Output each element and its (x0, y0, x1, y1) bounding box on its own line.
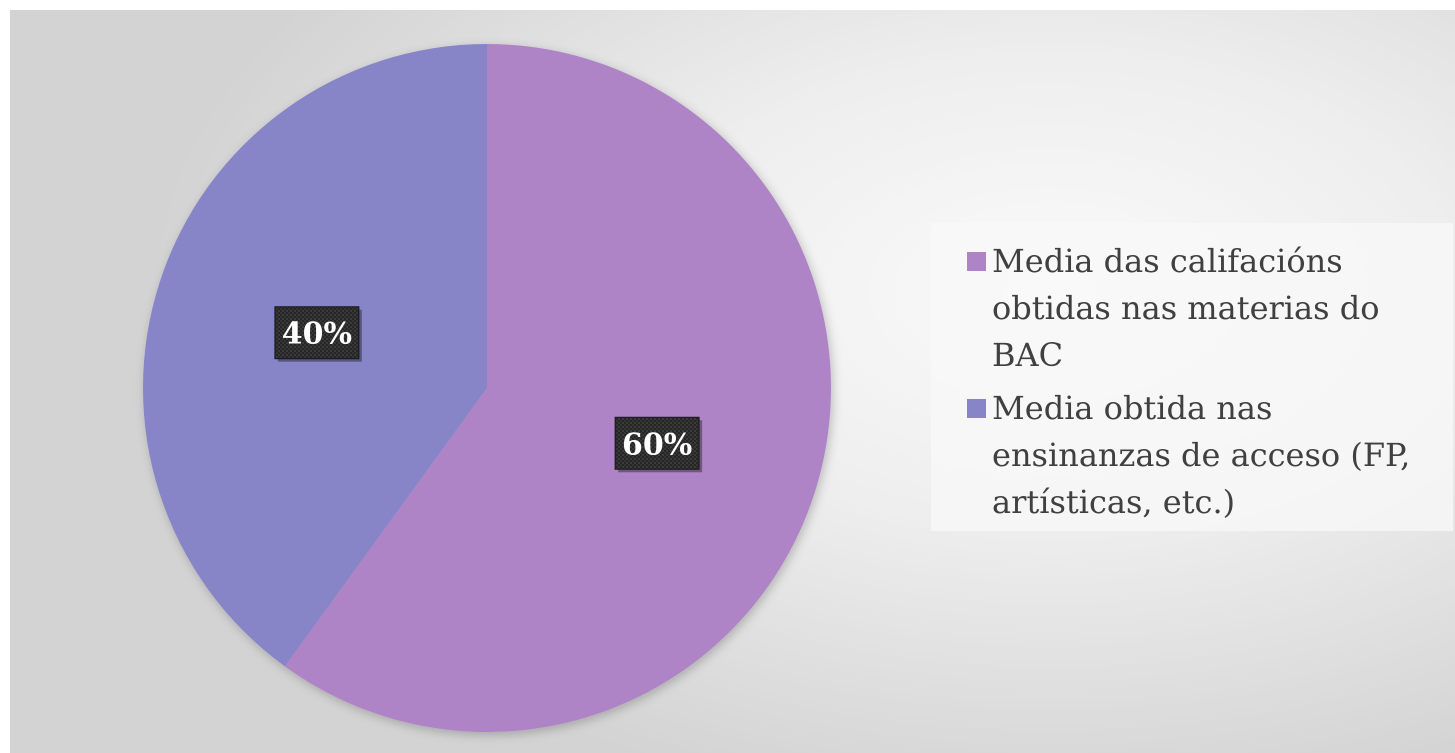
data-label-acceso: 40% (274, 306, 362, 362)
legend: Media das califacións obtidas nas materi… (931, 223, 1453, 531)
pie-slice-bac (284, 44, 832, 732)
svg-text:40%: 40% (282, 317, 352, 352)
legend-item-acceso: Media obtida nas ensinanzas de acceso (F… (931, 385, 1432, 526)
chart-area: 60% 40% Media das califacións obtidas nas… (10, 10, 1455, 753)
pie-chart: 60% 40% (143, 44, 832, 732)
legend-label-bac: Media das califacións obtidas nas materi… (992, 242, 1380, 374)
legend-label-acceso: Media obtida nas ensinanzas de acceso (F… (992, 389, 1411, 521)
legend-swatch-acceso (967, 399, 986, 418)
data-label-bac: 60% (614, 416, 703, 473)
legend-item-bac: Media das califacións obtidas nas materi… (931, 238, 1432, 379)
legend-swatch-bac (967, 252, 986, 271)
svg-text:60%: 60% (622, 427, 692, 462)
